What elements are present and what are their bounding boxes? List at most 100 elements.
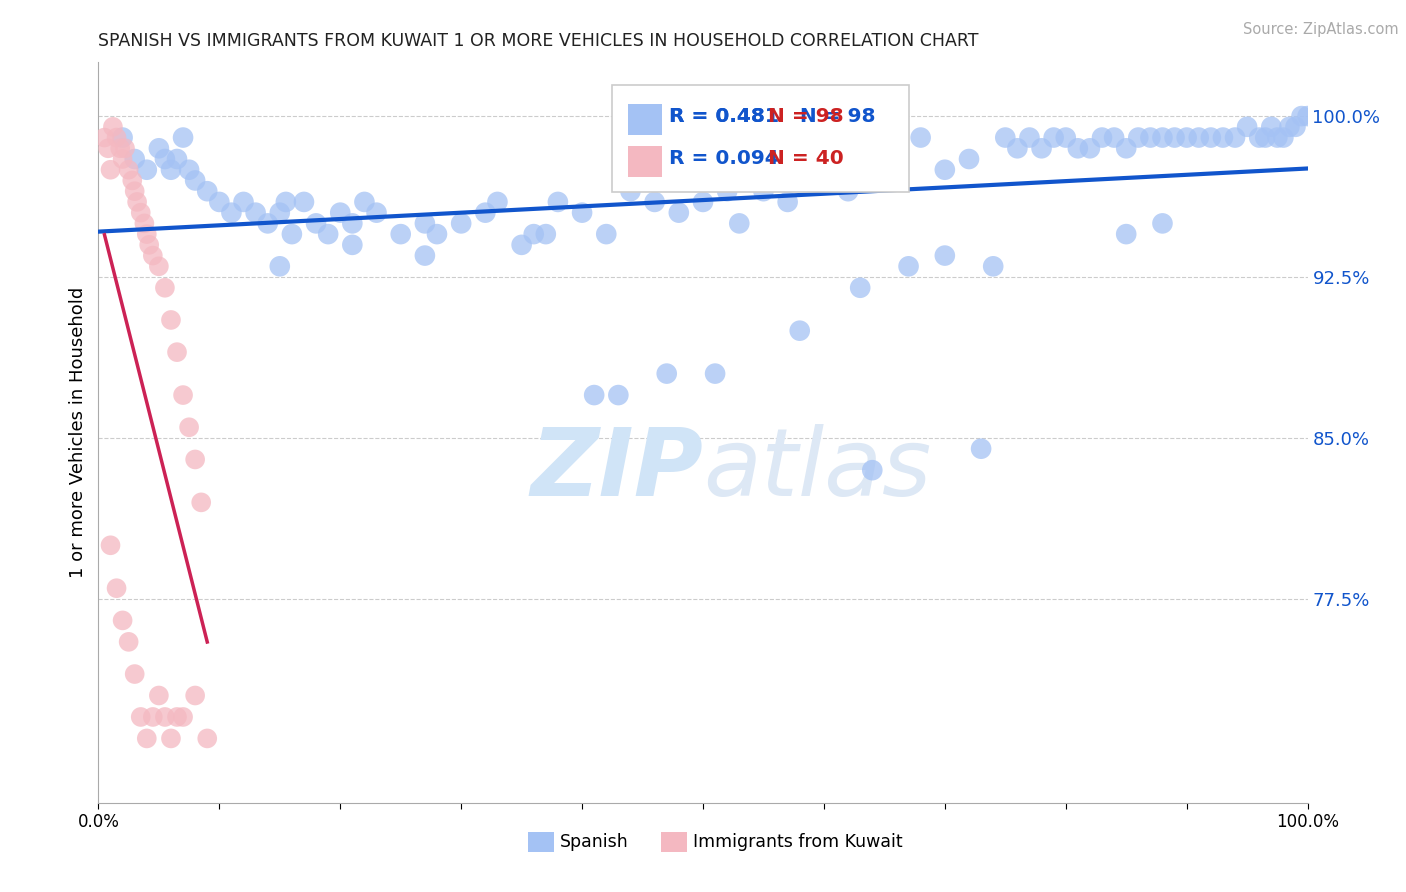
Point xyxy=(269,205,291,219)
Point xyxy=(124,667,146,681)
Point xyxy=(1267,130,1289,145)
Point xyxy=(981,260,1004,274)
Point xyxy=(1260,120,1282,134)
Point xyxy=(1163,130,1185,145)
Point xyxy=(292,194,315,209)
Point xyxy=(413,249,436,263)
Point xyxy=(1018,130,1040,145)
Point xyxy=(269,260,291,274)
Point xyxy=(970,442,993,456)
Point xyxy=(111,152,134,166)
Point xyxy=(121,173,143,187)
Point xyxy=(655,367,678,381)
Point xyxy=(1175,130,1198,145)
FancyBboxPatch shape xyxy=(613,85,908,192)
Point xyxy=(1223,130,1246,145)
Point xyxy=(1128,130,1150,145)
Point xyxy=(789,324,811,338)
Point xyxy=(353,194,375,209)
Point xyxy=(776,194,799,209)
Point xyxy=(873,173,896,187)
Point xyxy=(166,152,188,166)
Point xyxy=(1007,141,1029,155)
Point xyxy=(534,227,557,241)
Point xyxy=(957,152,980,166)
Point xyxy=(274,194,297,209)
Point xyxy=(100,538,122,552)
Point xyxy=(389,227,412,241)
Point xyxy=(897,260,920,274)
Point xyxy=(221,205,243,219)
FancyBboxPatch shape xyxy=(527,831,554,853)
Point xyxy=(1139,130,1161,145)
Point xyxy=(232,194,254,209)
Point xyxy=(607,388,630,402)
Point xyxy=(101,120,124,134)
Point xyxy=(1067,141,1090,155)
Point xyxy=(342,237,364,252)
Point xyxy=(111,614,134,628)
Point xyxy=(910,130,932,145)
FancyBboxPatch shape xyxy=(628,103,662,135)
Point xyxy=(105,581,128,595)
Point xyxy=(583,388,606,402)
Point xyxy=(153,152,176,166)
Text: R = 0.094: R = 0.094 xyxy=(669,149,779,169)
Point xyxy=(1115,227,1137,241)
Point xyxy=(153,710,176,724)
Point xyxy=(281,227,304,241)
Point xyxy=(1102,130,1125,145)
Point xyxy=(474,205,496,219)
Point xyxy=(160,731,183,746)
Point xyxy=(100,162,122,177)
Point xyxy=(1188,130,1211,145)
Point xyxy=(1272,130,1295,145)
Point xyxy=(184,173,207,187)
Text: SPANISH VS IMMIGRANTS FROM KUWAIT 1 OR MORE VEHICLES IN HOUSEHOLD CORRELATION CH: SPANISH VS IMMIGRANTS FROM KUWAIT 1 OR M… xyxy=(98,32,979,50)
Point xyxy=(849,281,872,295)
Point xyxy=(1152,130,1174,145)
Point xyxy=(1284,120,1306,134)
Point xyxy=(934,249,956,263)
Point xyxy=(692,194,714,209)
Point xyxy=(105,130,128,145)
Point xyxy=(1212,130,1234,145)
Point xyxy=(179,162,201,177)
Point xyxy=(316,227,339,241)
Point xyxy=(329,205,352,219)
Point xyxy=(366,205,388,219)
Point xyxy=(124,152,146,166)
Text: N = 40: N = 40 xyxy=(768,149,844,169)
Text: Source: ZipAtlas.com: Source: ZipAtlas.com xyxy=(1243,22,1399,37)
Point xyxy=(184,452,207,467)
Point xyxy=(148,689,170,703)
Point xyxy=(668,205,690,219)
Point xyxy=(595,227,617,241)
Point xyxy=(129,205,152,219)
Point xyxy=(172,710,194,724)
Text: Immigrants from Kuwait: Immigrants from Kuwait xyxy=(693,833,903,851)
Text: R = 0.481   N = 98: R = 0.481 N = 98 xyxy=(669,107,876,126)
Point xyxy=(129,710,152,724)
Y-axis label: 1 or more Vehicles in Household: 1 or more Vehicles in Household xyxy=(69,287,87,578)
Point xyxy=(160,162,183,177)
Point xyxy=(547,194,569,209)
Point xyxy=(342,216,364,230)
Point xyxy=(138,237,160,252)
Point xyxy=(486,194,509,209)
Point xyxy=(716,184,738,198)
Point xyxy=(184,689,207,703)
Point xyxy=(1296,109,1319,123)
Point xyxy=(450,216,472,230)
Point xyxy=(510,237,533,252)
Point xyxy=(190,495,212,509)
Point xyxy=(837,184,859,198)
Point xyxy=(114,141,136,155)
Point xyxy=(93,130,115,145)
Text: R = 0.481: R = 0.481 xyxy=(669,107,779,126)
Point xyxy=(571,205,593,219)
Text: ZIP: ZIP xyxy=(530,424,703,516)
Point xyxy=(148,141,170,155)
Point xyxy=(1152,216,1174,230)
Point xyxy=(142,710,165,724)
